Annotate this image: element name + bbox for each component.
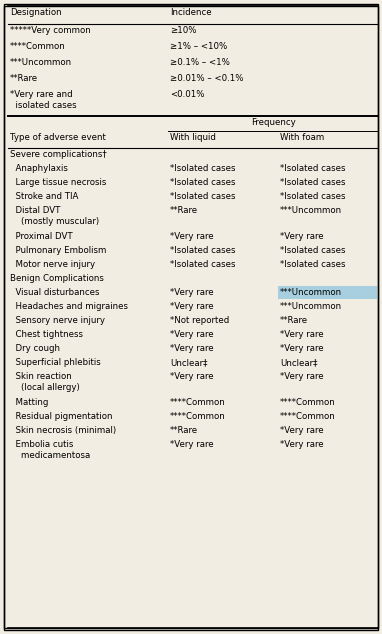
Text: Incidence: Incidence — [170, 8, 212, 17]
Bar — [278, 286, 377, 299]
Text: Matting: Matting — [10, 398, 49, 407]
Text: With liquid: With liquid — [170, 133, 216, 142]
Text: *Isolated cases: *Isolated cases — [280, 164, 345, 173]
Text: Residual pigmentation: Residual pigmentation — [10, 412, 113, 421]
Text: *Very rare: *Very rare — [170, 372, 214, 381]
Text: *Very rare: *Very rare — [280, 344, 324, 353]
Text: Large tissue necrosis: Large tissue necrosis — [10, 178, 106, 187]
Text: Distal DVT
    (mostly muscular): Distal DVT (mostly muscular) — [10, 206, 99, 226]
Text: Proximal DVT: Proximal DVT — [10, 232, 73, 241]
Text: ≥0.01% – <0.1%: ≥0.01% – <0.1% — [170, 74, 243, 83]
Text: *Isolated cases: *Isolated cases — [170, 164, 235, 173]
Text: Severe complications†: Severe complications† — [10, 150, 107, 159]
Text: ***Uncommon: ***Uncommon — [280, 288, 342, 297]
Text: **Rare: **Rare — [10, 74, 38, 83]
Text: ***Uncommon: ***Uncommon — [10, 58, 72, 67]
Text: **Rare: **Rare — [170, 206, 198, 215]
Text: ≥10%: ≥10% — [170, 26, 196, 35]
Text: *Isolated cases: *Isolated cases — [280, 192, 345, 201]
Text: *****Very common: *****Very common — [10, 26, 91, 35]
Text: ****Common: ****Common — [10, 42, 66, 51]
Text: **Rare: **Rare — [280, 316, 308, 325]
Text: Benign Complications: Benign Complications — [10, 274, 104, 283]
Text: ****Common: ****Common — [280, 412, 336, 421]
Text: With foam: With foam — [280, 133, 324, 142]
Text: *Very rare: *Very rare — [170, 288, 214, 297]
Text: Type of adverse event: Type of adverse event — [10, 133, 106, 142]
Text: *Very rare: *Very rare — [170, 232, 214, 241]
Text: Dry cough: Dry cough — [10, 344, 60, 353]
Text: *Very rare: *Very rare — [280, 372, 324, 381]
Text: ****Common: ****Common — [170, 398, 226, 407]
Text: *Isolated cases: *Isolated cases — [170, 192, 235, 201]
Text: Motor nerve injury: Motor nerve injury — [10, 260, 95, 269]
Text: *Very rare: *Very rare — [280, 426, 324, 435]
Text: Frequency: Frequency — [251, 118, 295, 127]
Text: <0.01%: <0.01% — [170, 90, 204, 99]
Text: Visual disturbances: Visual disturbances — [10, 288, 99, 297]
Text: Skin necrosis (minimal): Skin necrosis (minimal) — [10, 426, 116, 435]
Text: Anaphylaxis: Anaphylaxis — [10, 164, 68, 173]
Text: ****Common: ****Common — [170, 412, 226, 421]
Text: *Very rare: *Very rare — [170, 440, 214, 449]
Text: *Very rare: *Very rare — [170, 302, 214, 311]
Text: ≥1% – <10%: ≥1% – <10% — [170, 42, 227, 51]
Text: Designation: Designation — [10, 8, 62, 17]
Text: *Isolated cases: *Isolated cases — [280, 260, 345, 269]
Text: *Isolated cases: *Isolated cases — [170, 178, 235, 187]
Text: Skin reaction
    (local allergy): Skin reaction (local allergy) — [10, 372, 80, 392]
Text: **Rare: **Rare — [170, 426, 198, 435]
Text: Headaches and migraines: Headaches and migraines — [10, 302, 128, 311]
Text: Unclear‡: Unclear‡ — [170, 358, 207, 367]
Text: *Very rare and
  isolated cases: *Very rare and isolated cases — [10, 90, 77, 110]
Text: *Very rare: *Very rare — [170, 344, 214, 353]
Text: Pulmonary Embolism: Pulmonary Embolism — [10, 246, 106, 255]
Text: ****Common: ****Common — [280, 398, 336, 407]
Text: *Isolated cases: *Isolated cases — [170, 246, 235, 255]
Text: Chest tightness: Chest tightness — [10, 330, 83, 339]
Text: Unclear‡: Unclear‡ — [280, 358, 317, 367]
Text: *Very rare: *Very rare — [280, 232, 324, 241]
Text: *Very rare: *Very rare — [170, 330, 214, 339]
Text: *Very rare: *Very rare — [280, 440, 324, 449]
Text: Embolia cutis
    medicamentosa: Embolia cutis medicamentosa — [10, 440, 90, 460]
Text: ***Uncommon: ***Uncommon — [280, 206, 342, 215]
Text: *Isolated cases: *Isolated cases — [280, 246, 345, 255]
Text: ≥0.1% – <1%: ≥0.1% – <1% — [170, 58, 230, 67]
Text: *Isolated cases: *Isolated cases — [170, 260, 235, 269]
Text: *Very rare: *Very rare — [280, 330, 324, 339]
Text: Sensory nerve injury: Sensory nerve injury — [10, 316, 105, 325]
Text: ***Uncommon: ***Uncommon — [280, 302, 342, 311]
Text: Stroke and TIA: Stroke and TIA — [10, 192, 78, 201]
Text: *Isolated cases: *Isolated cases — [280, 178, 345, 187]
Text: *Not reported: *Not reported — [170, 316, 229, 325]
Text: Superficial phlebitis: Superficial phlebitis — [10, 358, 101, 367]
